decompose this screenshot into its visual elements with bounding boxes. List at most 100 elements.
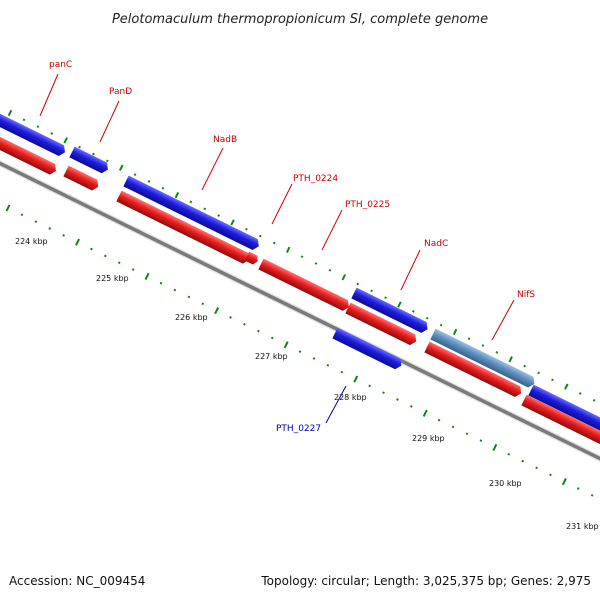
gene-label-leaders bbox=[39, 73, 515, 424]
lower-row-tick bbox=[159, 281, 163, 285]
lower-row-tick bbox=[243, 322, 246, 326]
gene-red-8-arrow[interactable] bbox=[521, 394, 600, 447]
tick-label-226: 226 kbp bbox=[175, 313, 208, 322]
lower-row-tick bbox=[144, 272, 150, 280]
gene-label-panC[interactable]: panC bbox=[49, 60, 72, 70]
lower-row-tick bbox=[48, 227, 52, 230]
upper-row-tick bbox=[495, 351, 499, 354]
lower-row-tick bbox=[326, 363, 330, 367]
lower-row-tick bbox=[270, 336, 274, 340]
gene-red-4-arrow[interactable] bbox=[244, 251, 260, 266]
gene-pth0227-arrow[interactable] bbox=[332, 327, 404, 371]
upper-row-tick bbox=[174, 191, 180, 199]
lower-row-tick bbox=[62, 234, 65, 237]
upper-row-tick bbox=[92, 152, 95, 156]
upper-row-tick bbox=[217, 214, 220, 217]
lower-row-tick bbox=[298, 350, 302, 353]
gene-red-3-arrow[interactable] bbox=[116, 190, 251, 266]
gene-nadB-arrow[interactable] bbox=[123, 175, 261, 252]
upper-row-tick bbox=[397, 301, 402, 308]
topology-text: Topology: circular; Length: 3,025,375 bp… bbox=[260, 574, 591, 588]
gene-panD-arrow[interactable] bbox=[69, 146, 110, 175]
lower-row-tick bbox=[507, 452, 511, 456]
lower-row-tick bbox=[104, 254, 107, 258]
upper-row-tick bbox=[341, 274, 347, 281]
tick-label-230: 230 kbp bbox=[489, 479, 522, 488]
lower-row-tick bbox=[521, 459, 524, 463]
gene-label-nadB[interactable]: NadB bbox=[213, 135, 237, 145]
gene-red-5-arrow[interactable] bbox=[258, 258, 351, 313]
upper-row-tick bbox=[119, 164, 124, 171]
lower-row-tick bbox=[173, 288, 177, 292]
gene-red-1-arrow[interactable] bbox=[0, 135, 59, 177]
kbp-tick-labels: 224 kbp 225 kbp 226 kbp 227 kbp 228 kbp … bbox=[15, 237, 599, 531]
gene-nifS-arrow[interactable] bbox=[430, 328, 537, 390]
upper-row-tick bbox=[467, 337, 471, 341]
upper-row-tick bbox=[439, 323, 443, 327]
gene-red-6-arrow[interactable] bbox=[345, 302, 418, 347]
lower-row-tick bbox=[117, 261, 121, 265]
upper-row-tick bbox=[300, 255, 304, 258]
lower-row-tick bbox=[422, 409, 428, 417]
upper-row-tick bbox=[328, 268, 332, 272]
upper-row-tick bbox=[537, 371, 540, 375]
gene-nadC-arrow[interactable] bbox=[351, 287, 430, 335]
pth0227-leader-line bbox=[325, 385, 347, 424]
lower-row-tick bbox=[283, 341, 289, 349]
gene-label-nadC[interactable]: NadC bbox=[424, 239, 448, 249]
upper-row-tick bbox=[147, 180, 151, 183]
lower-row-tick bbox=[90, 247, 93, 251]
lower-row-tick bbox=[549, 473, 552, 477]
gene-label-pth0224[interactable]: PTH_0224 bbox=[293, 174, 338, 184]
upper-row-tick bbox=[133, 173, 137, 176]
forward-strand-genes bbox=[0, 112, 600, 437]
tick-label-231: 231 kbp bbox=[566, 522, 599, 531]
gene-labels: panC PanD NadB PTH_0224 PTH_0225 NadC Ni… bbox=[49, 60, 535, 434]
upper-row-tick bbox=[285, 246, 291, 253]
nifS-leader-line bbox=[491, 299, 515, 341]
genome-backbone bbox=[0, 160, 600, 462]
lower-row-tick bbox=[492, 443, 498, 452]
gene-panC-arrow[interactable] bbox=[0, 112, 68, 158]
lower-row-tick bbox=[465, 432, 469, 436]
gene-label-pth0227[interactable]: PTH_0227 bbox=[276, 424, 321, 434]
lower-row-tick bbox=[131, 268, 135, 271]
upper-row-tick bbox=[384, 296, 387, 300]
upper-row-tick bbox=[314, 262, 318, 265]
upper-row-tick bbox=[36, 125, 40, 129]
pth0225-leader-line bbox=[321, 209, 343, 251]
upper-row-tick bbox=[259, 234, 262, 238]
panD-leader-line bbox=[99, 100, 120, 143]
lower-row-tick bbox=[396, 398, 399, 401]
lower-row-tick bbox=[20, 213, 24, 217]
lower-row-tick bbox=[5, 204, 11, 212]
nadC-leader-line bbox=[400, 249, 421, 291]
gene-label-panD[interactable]: PanD bbox=[109, 87, 132, 97]
lower-row-tick bbox=[590, 493, 594, 497]
kbp-tick-marks bbox=[5, 109, 596, 497]
gene-next-forward-arrow[interactable] bbox=[528, 384, 600, 437]
upper-row-tick bbox=[106, 159, 109, 163]
gene-label-nifS[interactable]: NifS bbox=[517, 290, 535, 300]
gene-red-2-arrow[interactable] bbox=[63, 165, 101, 193]
lower-row-tick bbox=[201, 302, 205, 306]
lower-row-tick bbox=[353, 375, 359, 383]
pth0224-leader-line bbox=[271, 183, 293, 225]
lower-row-tick bbox=[229, 316, 232, 319]
upper-row-tick bbox=[50, 132, 54, 135]
accession-text: Accession: NC_009454 bbox=[9, 574, 145, 588]
tick-label-224: 224 kbp bbox=[15, 237, 48, 246]
lower-row-tick bbox=[187, 295, 191, 299]
lower-row-tick bbox=[410, 405, 413, 408]
tick-label-229: 229 kbp bbox=[412, 434, 445, 443]
gene-red-7-arrow[interactable] bbox=[424, 341, 524, 399]
lower-row-tick bbox=[576, 487, 580, 490]
panC-leader-line bbox=[39, 73, 59, 117]
upper-row-tick bbox=[370, 289, 373, 293]
upper-row-tick bbox=[7, 109, 13, 117]
gene-label-pth0225[interactable]: PTH_0225 bbox=[345, 200, 390, 210]
upper-row-tick bbox=[230, 219, 235, 226]
upper-row-tick bbox=[22, 118, 26, 122]
upper-row-tick bbox=[564, 383, 569, 390]
